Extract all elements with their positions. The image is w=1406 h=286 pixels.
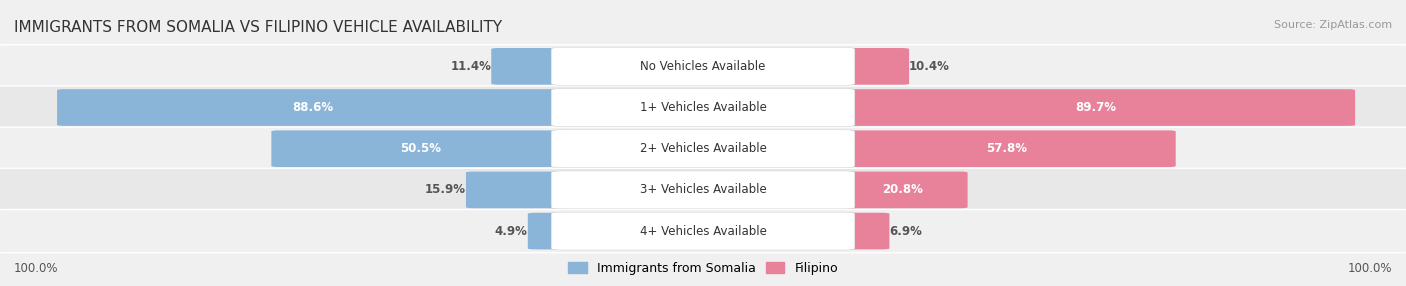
FancyBboxPatch shape: [527, 213, 569, 249]
Text: 57.8%: 57.8%: [986, 142, 1026, 155]
FancyBboxPatch shape: [0, 45, 1406, 88]
Text: 20.8%: 20.8%: [882, 183, 922, 196]
Text: 10.4%: 10.4%: [910, 60, 950, 73]
FancyBboxPatch shape: [551, 212, 855, 250]
FancyBboxPatch shape: [551, 47, 855, 85]
Text: 100.0%: 100.0%: [14, 262, 59, 275]
Text: IMMIGRANTS FROM SOMALIA VS FILIPINO VEHICLE AVAILABILITY: IMMIGRANTS FROM SOMALIA VS FILIPINO VEHI…: [14, 20, 502, 35]
Text: 4.9%: 4.9%: [495, 225, 527, 238]
Text: 15.9%: 15.9%: [425, 183, 465, 196]
FancyBboxPatch shape: [837, 172, 967, 208]
FancyBboxPatch shape: [271, 130, 569, 167]
Text: 100.0%: 100.0%: [1347, 262, 1392, 275]
Legend: Immigrants from Somalia, Filipino: Immigrants from Somalia, Filipino: [562, 257, 844, 280]
Text: Source: ZipAtlas.com: Source: ZipAtlas.com: [1274, 20, 1392, 30]
Text: 1+ Vehicles Available: 1+ Vehicles Available: [640, 101, 766, 114]
Text: 50.5%: 50.5%: [399, 142, 441, 155]
Text: 89.7%: 89.7%: [1076, 101, 1116, 114]
Text: 11.4%: 11.4%: [450, 60, 491, 73]
FancyBboxPatch shape: [837, 48, 910, 85]
FancyBboxPatch shape: [551, 130, 855, 168]
FancyBboxPatch shape: [0, 86, 1406, 129]
FancyBboxPatch shape: [491, 48, 569, 85]
FancyBboxPatch shape: [837, 130, 1175, 167]
FancyBboxPatch shape: [58, 89, 569, 126]
Text: 2+ Vehicles Available: 2+ Vehicles Available: [640, 142, 766, 155]
Text: 3+ Vehicles Available: 3+ Vehicles Available: [640, 183, 766, 196]
FancyBboxPatch shape: [465, 172, 569, 208]
Text: 88.6%: 88.6%: [292, 101, 333, 114]
FancyBboxPatch shape: [0, 168, 1406, 212]
FancyBboxPatch shape: [0, 209, 1406, 253]
FancyBboxPatch shape: [551, 89, 855, 126]
FancyBboxPatch shape: [0, 127, 1406, 170]
Text: No Vehicles Available: No Vehicles Available: [640, 60, 766, 73]
FancyBboxPatch shape: [837, 89, 1355, 126]
Text: 6.9%: 6.9%: [890, 225, 922, 238]
FancyBboxPatch shape: [551, 171, 855, 209]
Text: 4+ Vehicles Available: 4+ Vehicles Available: [640, 225, 766, 238]
FancyBboxPatch shape: [837, 213, 890, 249]
